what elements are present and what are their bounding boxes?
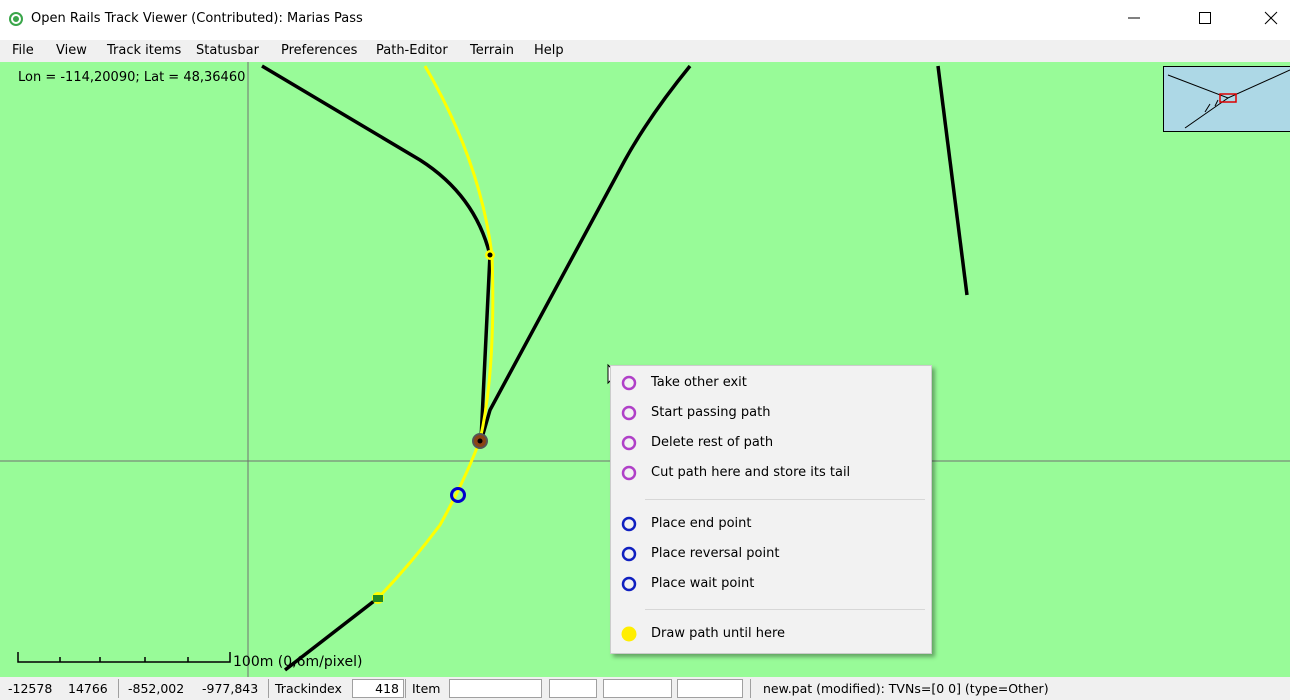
window-controls[interactable] (1120, 8, 1290, 28)
status-x: -12578 (8, 681, 53, 696)
path (376, 65, 495, 600)
menu-view[interactable]: View (56, 43, 87, 58)
junction (477, 438, 483, 444)
track (283, 596, 380, 672)
menu-terrain[interactable]: Terrain (470, 43, 515, 58)
path-info: new.pat (modified): TVNs=[0 0] (type=Oth… (763, 681, 1049, 696)
title-bar: Open Rails Track Viewer (Contributed): M… (0, 0, 1290, 38)
separator (750, 679, 751, 698)
menu-option[interactable]: Draw path until here (651, 626, 785, 641)
item-label: Item (412, 681, 441, 696)
context-menu: Take other exit Start passing path Delet… (610, 365, 932, 654)
minimap[interactable] (1163, 66, 1290, 132)
menu-bar: File View Track items Statusbar Preferen… (0, 40, 1290, 62)
status-lon: -852,002 (128, 681, 185, 696)
junction (487, 252, 493, 258)
track (479, 64, 692, 442)
track (936, 65, 969, 296)
trackindex-value: 418 (375, 681, 399, 696)
scale-label: 100m (0,6m/pixel) (233, 654, 363, 670)
coordinates: Lon = -114,20090; Lat = 48,36460 (18, 70, 246, 85)
menu-preferences[interactable]: Preferences (281, 43, 358, 58)
menu-path-editor[interactable]: Path-Editor (376, 43, 448, 58)
item-box[interactable] (603, 679, 672, 698)
separator (268, 679, 269, 698)
status-z: 14766 (68, 681, 108, 696)
item-box[interactable] (449, 679, 542, 698)
track-drawing (0, 62, 1290, 677)
status-lat: -977,843 (202, 681, 259, 696)
menu-option[interactable]: Place reversal point (651, 546, 780, 561)
menu-icons (621, 375, 637, 642)
menu-option[interactable]: Place wait point (651, 576, 755, 591)
scale-bar (17, 652, 231, 663)
path-node (450, 487, 466, 503)
menu-option[interactable]: Cut path here and store its tail (651, 465, 851, 480)
item-box[interactable] (549, 679, 597, 698)
track (261, 64, 492, 441)
menu-option[interactable]: Take other exit (651, 375, 747, 390)
separator (645, 499, 925, 500)
menu-statusbar[interactable]: Statusbar (196, 43, 259, 58)
menu-help[interactable]: Help (534, 43, 564, 58)
start-marker (373, 595, 383, 602)
menu-option[interactable]: Start passing path (651, 405, 771, 420)
item-box[interactable] (677, 679, 743, 698)
app-icon (9, 12, 23, 26)
menu-option[interactable]: Place end point (651, 516, 752, 531)
status-bar: -12578 14766 -852,002 -977,843 Trackinde… (0, 677, 1290, 700)
separator (645, 609, 925, 610)
window-title: Open Rails Track Viewer (Contributed): M… (31, 11, 363, 26)
menu-option[interactable]: Delete rest of path (651, 435, 774, 450)
separator (118, 679, 119, 698)
menu-track-items[interactable]: Track items (107, 43, 182, 58)
trackindex-label: Trackindex (275, 681, 342, 696)
separator (405, 679, 406, 698)
menu-file[interactable]: File (12, 43, 34, 58)
trackindex-box[interactable]: 418 (352, 679, 404, 698)
